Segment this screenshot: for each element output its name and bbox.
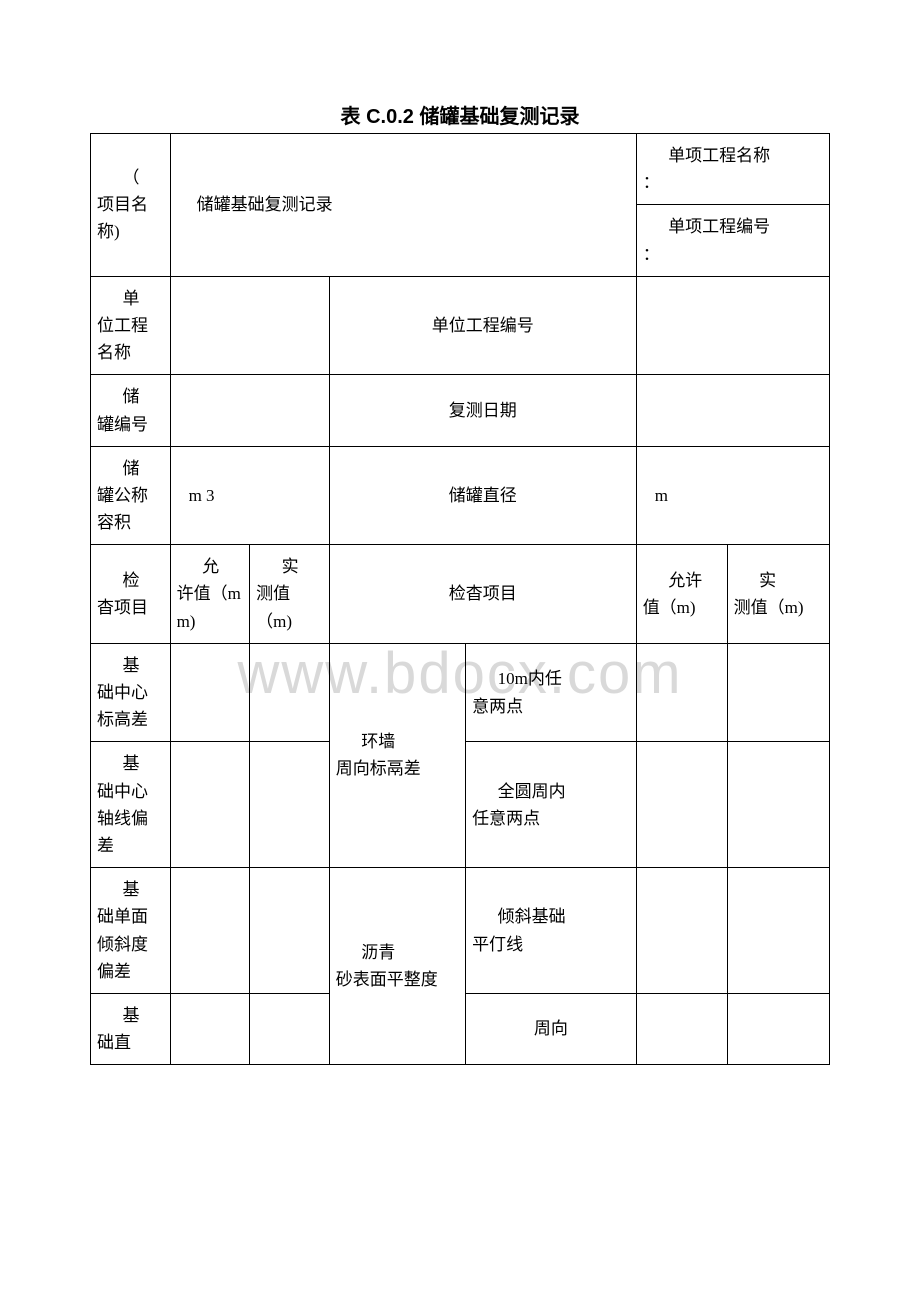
col-allowed-2: 允许值（m)	[636, 545, 727, 644]
col-check-item-2: 检杳项目	[329, 545, 636, 644]
ring-full-label: 全圆周内任意两点	[466, 742, 637, 868]
slope-line-label: 倾斜基础平仃线	[466, 868, 637, 994]
record-title-cell: 储罐基础复测记录	[170, 134, 636, 277]
cell-measured-2c	[727, 868, 829, 994]
tank-diameter-label: 储罐直径	[329, 446, 636, 545]
cell-allowed-2c	[636, 868, 727, 994]
tank-volume-label: 储罐公称容积	[91, 446, 171, 545]
col-allowed-1: 允许值（mm)	[170, 545, 250, 644]
unit-name-value	[170, 276, 329, 375]
sub-project-name: 单项工程名称：	[636, 134, 829, 205]
cell-allowed-2b	[636, 742, 727, 868]
tank-diameter-unit: m	[636, 446, 829, 545]
ring-wall-label: 环墙周向标鬲差	[329, 643, 465, 867]
cell-allowed-1d	[170, 993, 250, 1064]
circumferential-label: 周向	[466, 993, 637, 1064]
recheck-date-label: 复测日期	[329, 375, 636, 446]
sub-project-no: 单项工程编号：	[636, 205, 829, 276]
cell-allowed-2a	[636, 643, 727, 742]
cell-measured-1d	[250, 993, 330, 1064]
page-title: 表 C.0.2 储罐基础复测记录	[90, 100, 830, 129]
cell-allowed-1c	[170, 868, 250, 994]
row-base-single-slope: 基础单面倾斜度偏差	[91, 868, 171, 994]
cell-measured-1c	[250, 868, 330, 994]
recheck-date-value	[636, 375, 829, 446]
row-base-center-axis: 基础中心轴线偏差	[91, 742, 171, 868]
project-name-label: （项目名称)	[91, 134, 171, 277]
cell-measured-2a	[727, 643, 829, 742]
row-base-center-height: 基础中心标高差	[91, 643, 171, 742]
cell-measured-2d	[727, 993, 829, 1064]
col-measured-2: 实测值（m)	[727, 545, 829, 644]
col-check-item-1: 检杳项目	[91, 545, 171, 644]
unit-name-label: 单位工程名称	[91, 276, 171, 375]
cell-allowed-1a	[170, 643, 250, 742]
cell-measured-1b	[250, 742, 330, 868]
tank-no-label: 储罐编号	[91, 375, 171, 446]
cell-measured-1a	[250, 643, 330, 742]
cell-measured-2b	[727, 742, 829, 868]
col-measured-1: 实测值（m)	[250, 545, 330, 644]
tank-no-value	[170, 375, 329, 446]
record-table: （项目名称) 储罐基础复测记录 单项工程名称： 单项工程编号： 单位工程名称 单…	[90, 133, 830, 1065]
row-base-diameter: 基础直	[91, 993, 171, 1064]
unit-no-value	[636, 276, 829, 375]
ring-10m-label: 10m内任意两点	[466, 643, 637, 742]
tank-volume-unit: m 3	[170, 446, 329, 545]
asphalt-label: 沥青砂表面平整度	[329, 868, 465, 1065]
unit-no-label: 单位工程编号	[329, 276, 636, 375]
cell-allowed-2d	[636, 993, 727, 1064]
cell-allowed-1b	[170, 742, 250, 868]
